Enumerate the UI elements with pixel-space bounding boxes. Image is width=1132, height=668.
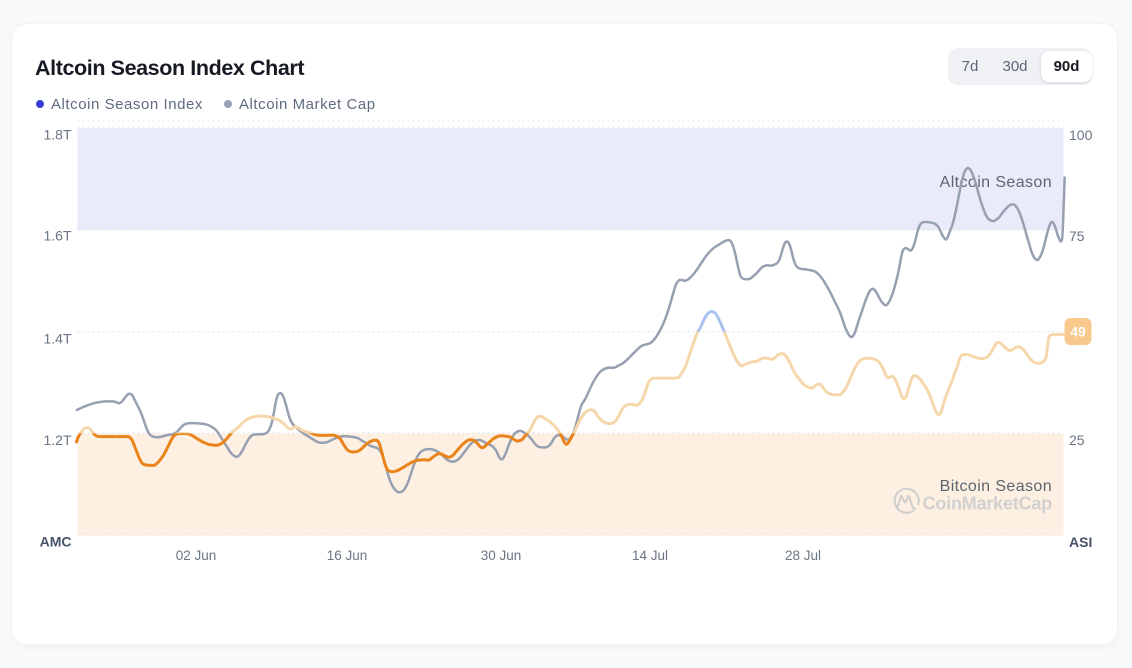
svg-text:1.4T: 1.4T <box>43 331 71 347</box>
svg-text:100: 100 <box>1069 127 1093 143</box>
svg-text:Bitcoin Season: Bitcoin Season <box>940 478 1052 495</box>
svg-text:AMC: AMC <box>40 534 72 550</box>
svg-text:30 Jun: 30 Jun <box>481 548 522 563</box>
svg-text:1.8T: 1.8T <box>43 127 71 143</box>
svg-text:CoinMarketCap: CoinMarketCap <box>923 494 1053 514</box>
svg-text:28 Jul: 28 Jul <box>785 548 821 563</box>
svg-text:49: 49 <box>1070 324 1086 340</box>
svg-text:ASI: ASI <box>1069 534 1092 550</box>
svg-text:16 Jun: 16 Jun <box>327 548 368 563</box>
svg-text:1.6T: 1.6T <box>43 228 71 244</box>
svg-text:14 Jul: 14 Jul <box>632 548 668 563</box>
svg-text:02 Jun: 02 Jun <box>176 548 217 563</box>
svg-text:Altcoin Season: Altcoin Season <box>940 174 1052 191</box>
svg-text:75: 75 <box>1069 228 1085 244</box>
svg-text:1.2T: 1.2T <box>43 432 71 448</box>
svg-text:25: 25 <box>1069 432 1085 448</box>
